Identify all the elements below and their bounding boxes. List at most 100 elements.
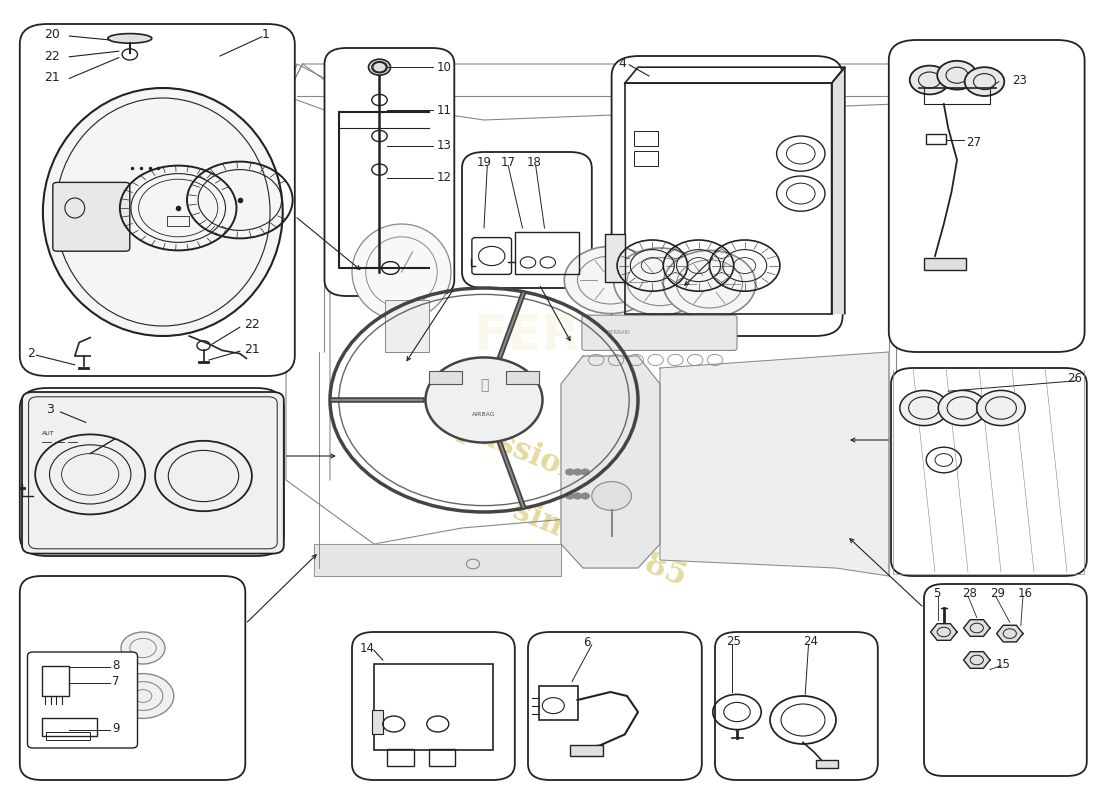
Text: AUT: AUT [42,431,54,436]
Circle shape [965,67,1004,96]
FancyBboxPatch shape [889,40,1085,352]
Text: 2: 2 [28,347,35,360]
Circle shape [426,358,542,442]
Circle shape [581,469,590,475]
FancyBboxPatch shape [53,182,130,251]
Text: 19: 19 [476,156,492,169]
FancyBboxPatch shape [715,632,878,780]
Ellipse shape [352,224,451,320]
Bar [924,258,966,270]
Text: FERRARI: FERRARI [607,330,630,334]
Circle shape [368,59,390,75]
Text: 16: 16 [1018,587,1033,600]
Circle shape [565,469,574,475]
Circle shape [573,469,582,475]
Ellipse shape [108,34,152,43]
Bar [816,760,838,768]
Text: 22: 22 [244,318,260,331]
Bar [42,718,97,736]
Bar [387,749,414,766]
Text: 7: 7 [112,675,120,688]
Text: FERRARI: FERRARI [473,312,715,360]
Circle shape [581,493,590,499]
Bar [926,134,946,144]
Bar [634,131,658,146]
Bar [506,371,539,384]
Text: 20: 20 [44,28,59,41]
Circle shape [614,248,706,315]
Text: 22: 22 [44,50,59,62]
Text: 28: 28 [962,587,978,600]
Text: 4: 4 [618,57,626,70]
Bar [605,234,625,282]
Bar [625,83,832,314]
Text: 21: 21 [244,343,260,356]
Circle shape [663,250,756,318]
Polygon shape [997,626,1023,642]
Text: 21: 21 [44,71,59,84]
FancyBboxPatch shape [924,584,1087,776]
Text: 12: 12 [437,171,452,184]
Bar [167,216,189,226]
Circle shape [977,390,1025,426]
Text: 26: 26 [1067,372,1082,385]
Polygon shape [314,544,561,576]
FancyBboxPatch shape [20,24,295,376]
FancyBboxPatch shape [22,392,284,554]
FancyBboxPatch shape [891,368,1087,576]
Text: AIRBAG: AIRBAG [472,412,496,417]
FancyBboxPatch shape [28,652,138,748]
Bar [539,686,578,720]
Bar [42,666,69,696]
Text: 14: 14 [360,642,375,654]
Text: 17: 17 [500,156,516,169]
Bar [515,232,579,274]
Polygon shape [660,352,889,576]
Circle shape [937,61,977,90]
Bar [372,710,383,734]
Text: a passion for: a passion for [426,400,641,512]
Text: 8: 8 [112,659,120,672]
Bar [570,745,603,756]
FancyBboxPatch shape [20,576,245,780]
Text: 24: 24 [803,635,818,648]
Ellipse shape [43,88,283,336]
FancyBboxPatch shape [352,632,515,780]
Text: 10: 10 [437,61,452,74]
Text: since 1985: since 1985 [508,495,691,593]
Polygon shape [964,620,990,636]
Text: 3: 3 [46,403,54,416]
Text: 11: 11 [437,104,452,117]
FancyBboxPatch shape [582,315,737,350]
Text: ⬧: ⬧ [480,378,488,393]
Polygon shape [832,67,845,314]
FancyBboxPatch shape [528,632,702,780]
Circle shape [910,66,949,94]
Bar [46,732,90,740]
Bar [374,664,493,750]
Text: 13: 13 [437,139,452,152]
Text: 6: 6 [583,636,591,649]
Text: 15: 15 [996,658,1011,670]
Text: 1: 1 [262,28,270,41]
Text: 23: 23 [1012,74,1027,86]
Circle shape [900,390,948,426]
Circle shape [938,390,987,426]
Text: 9: 9 [112,722,120,734]
FancyBboxPatch shape [462,152,592,288]
FancyBboxPatch shape [20,388,284,556]
Circle shape [573,493,582,499]
Bar [634,151,658,166]
Circle shape [121,632,165,664]
Bar [429,371,462,384]
Bar [385,300,429,352]
Circle shape [564,246,657,314]
FancyBboxPatch shape [324,48,454,296]
Polygon shape [561,356,660,568]
Text: 18: 18 [527,156,542,169]
Text: 27: 27 [966,136,981,149]
Text: 29: 29 [990,587,1005,600]
FancyBboxPatch shape [612,56,843,336]
Circle shape [592,482,631,510]
Circle shape [565,493,574,499]
